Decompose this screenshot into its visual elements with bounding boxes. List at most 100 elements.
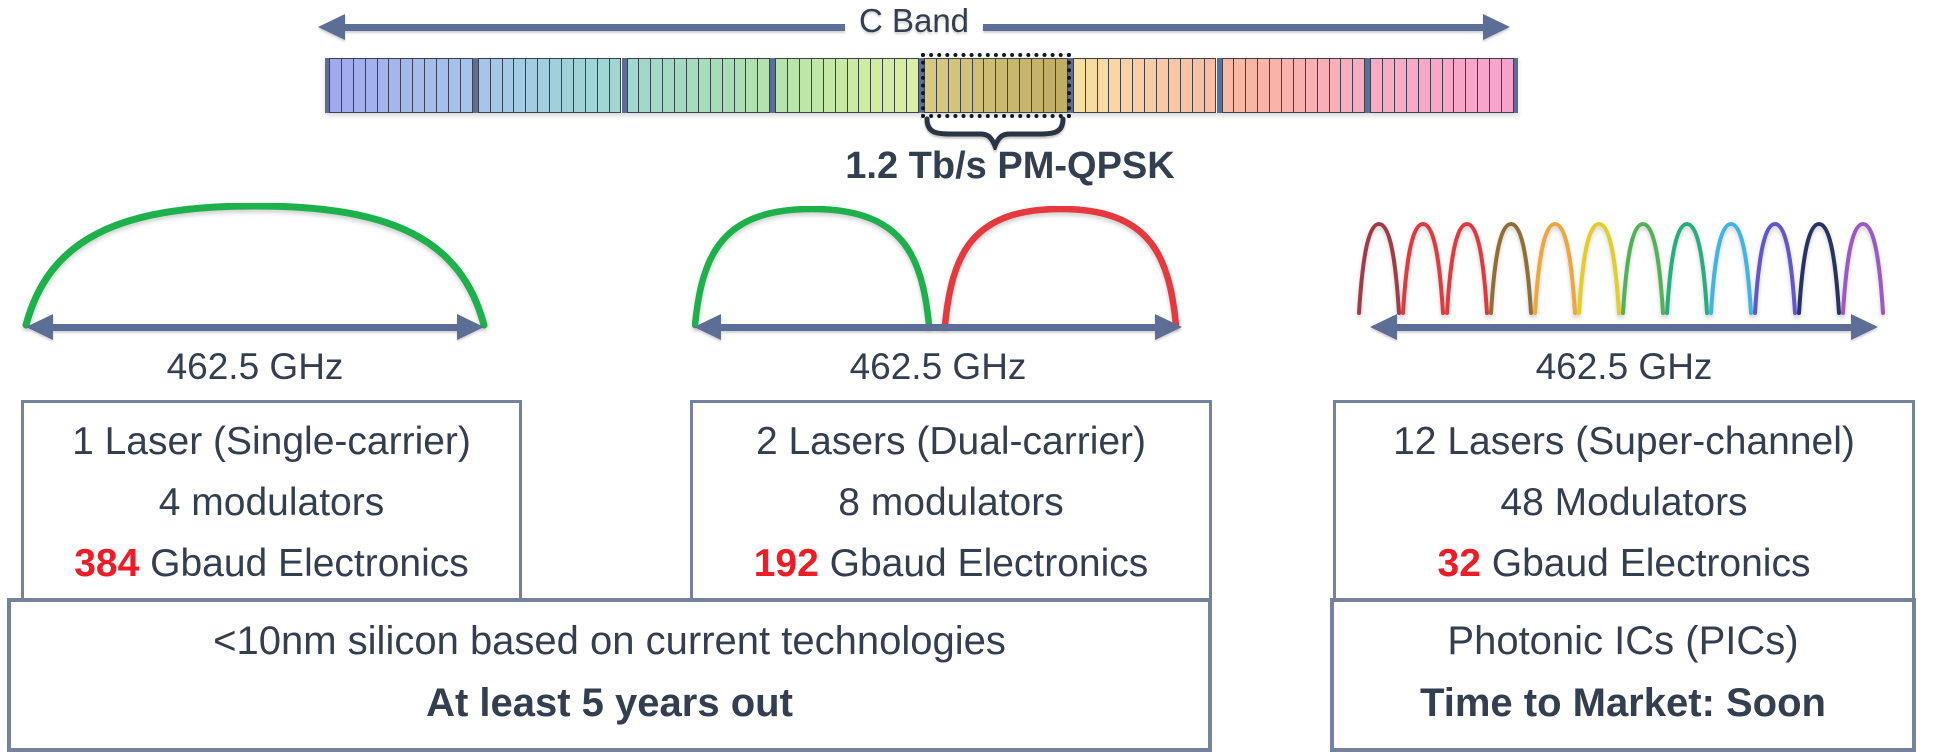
bandwidth-label-dual: 462.5 GHz — [849, 346, 1027, 387]
spectrum-cell — [996, 58, 1009, 113]
spectrum-cell — [460, 58, 473, 113]
spectrum-cell — [514, 58, 527, 113]
footer-line-technology: Photonic ICs (PICs) — [1447, 619, 1799, 663]
spectrum-cell — [1430, 58, 1443, 113]
spectrum-cell — [448, 58, 461, 113]
spectrum-cell — [1329, 58, 1342, 113]
spectrum-cell — [1418, 58, 1431, 113]
spectrum-cell — [758, 58, 771, 113]
carrier-arc — [1797, 221, 1841, 315]
spectrum-cell — [746, 58, 759, 113]
spectrum-cell — [1317, 58, 1330, 113]
spectrum-cell — [984, 58, 997, 113]
info-box-dual-carrier: 2 Lasers (Dual-carrier) 8 modulators 192… — [690, 400, 1212, 605]
spectrum-cell — [1281, 58, 1294, 113]
info-line-modulators: 4 modulators — [158, 481, 385, 524]
arrow-left-head-icon — [26, 314, 53, 340]
info-box-super-channel: 12 Lasers (Super-channel) 48 Modulators … — [1333, 400, 1915, 605]
spectrum-cell — [1234, 58, 1247, 113]
arrow-line — [345, 23, 845, 31]
spectrum-cell — [329, 58, 342, 113]
info-line-modulators: 8 modulators — [838, 481, 1064, 524]
carrier-arc — [1753, 221, 1797, 315]
bandwidth-arrow-super — [1370, 314, 1878, 340]
spectrum-cell — [1020, 58, 1033, 113]
spectrum-cell — [1109, 58, 1122, 113]
spectrum-cell — [1406, 58, 1419, 113]
spectrum-cell — [1168, 58, 1181, 113]
carrier-arc — [1709, 221, 1753, 315]
info-line-lasers: 2 Lasers (Dual-carrier) — [755, 420, 1147, 463]
gbaud-value: 32 — [1437, 542, 1481, 585]
arrow-left-head-icon — [694, 314, 721, 340]
spectrum-cell — [437, 58, 449, 113]
info-line-lasers: 1 Laser (Single-carrier) — [72, 420, 471, 463]
spectrum-cell — [365, 58, 378, 113]
footer-line-timeline: Time to Market: Soon — [1420, 681, 1826, 725]
gbaud-label: Gbaud Electronics — [1491, 542, 1811, 585]
footer-box-photonics: Photonic ICs (PICs) Time to Market: Soon — [1330, 598, 1916, 752]
spectrum-cell — [597, 58, 610, 113]
spectrum-cell — [1072, 58, 1086, 113]
spectrum-cell — [948, 58, 961, 113]
spectrum-cell — [847, 58, 860, 113]
spectrum-group — [1067, 58, 1217, 113]
spectrum-cell — [1121, 58, 1134, 113]
carrier-arc — [941, 206, 1180, 329]
spectrum-cell — [1502, 58, 1514, 113]
carrier-arc — [692, 206, 933, 329]
dual-carrier-spectrum-icon — [692, 206, 1180, 329]
spectrum-group — [329, 58, 473, 113]
single-carrier-spectrum-icon — [22, 203, 488, 329]
spectrum-cell — [811, 58, 824, 113]
spectrum-cell — [651, 58, 664, 113]
spectrum-cell — [377, 58, 390, 113]
spectrum-cell — [1008, 58, 1021, 113]
carrier-arc — [1489, 221, 1533, 315]
spectrum-cell — [788, 58, 801, 113]
spectrum-cell — [883, 58, 896, 113]
carrier-arc — [1621, 221, 1665, 315]
arrow-line — [721, 323, 1155, 331]
spectrum-cell — [936, 58, 949, 113]
spectrum-cell — [1204, 58, 1217, 113]
carrier-arc — [1577, 221, 1621, 315]
footer-box-silicon: <10nm silicon based on current technolog… — [7, 598, 1212, 752]
spectrum-cell — [1478, 58, 1491, 113]
arrow-right-head-icon — [1851, 314, 1878, 340]
spectrum-cell — [698, 58, 711, 113]
spectrum-cell — [1258, 58, 1271, 113]
carrier-arc — [1357, 221, 1401, 315]
spectrum-cell — [639, 58, 652, 113]
spectrum-cell — [413, 58, 426, 113]
spectrum-cell — [1180, 58, 1193, 113]
arrow-left-head-icon — [1370, 314, 1397, 340]
spectrum-cell — [1097, 58, 1110, 113]
arrow-left-head-icon — [318, 14, 345, 40]
spectrum-cell — [1490, 58, 1503, 113]
info-box-single-carrier: 1 Laser (Single-carrier) 4 modulators 38… — [21, 400, 522, 605]
spectrum-cell — [1353, 58, 1366, 113]
spectrum-cell — [859, 58, 872, 113]
spectrum-cell — [389, 58, 402, 113]
arrow-right-head-icon — [1483, 14, 1511, 40]
spectrum-group — [621, 58, 771, 113]
spectrum-cell — [1395, 58, 1407, 113]
spectrum-cell — [1055, 58, 1068, 113]
info-line-lasers: 12 Lasers (Super-channel) — [1393, 420, 1855, 463]
carrier-arc — [1841, 221, 1885, 315]
spectrum-cell — [907, 58, 919, 113]
spectrum-cell — [1192, 58, 1205, 113]
spectrum-cell — [800, 58, 812, 113]
arrow-line — [983, 23, 1484, 31]
spectrum-cell — [1341, 58, 1354, 113]
spectrum-cell — [1293, 58, 1306, 113]
spectrum-cell — [1370, 58, 1384, 113]
spectrum-cell — [1032, 58, 1044, 113]
gbaud-value: 384 — [74, 542, 140, 585]
spectrum-cell — [538, 58, 551, 113]
spectrum-cell — [871, 58, 884, 113]
spectrum-cell — [1145, 58, 1157, 113]
carrier-arc — [1533, 221, 1577, 315]
